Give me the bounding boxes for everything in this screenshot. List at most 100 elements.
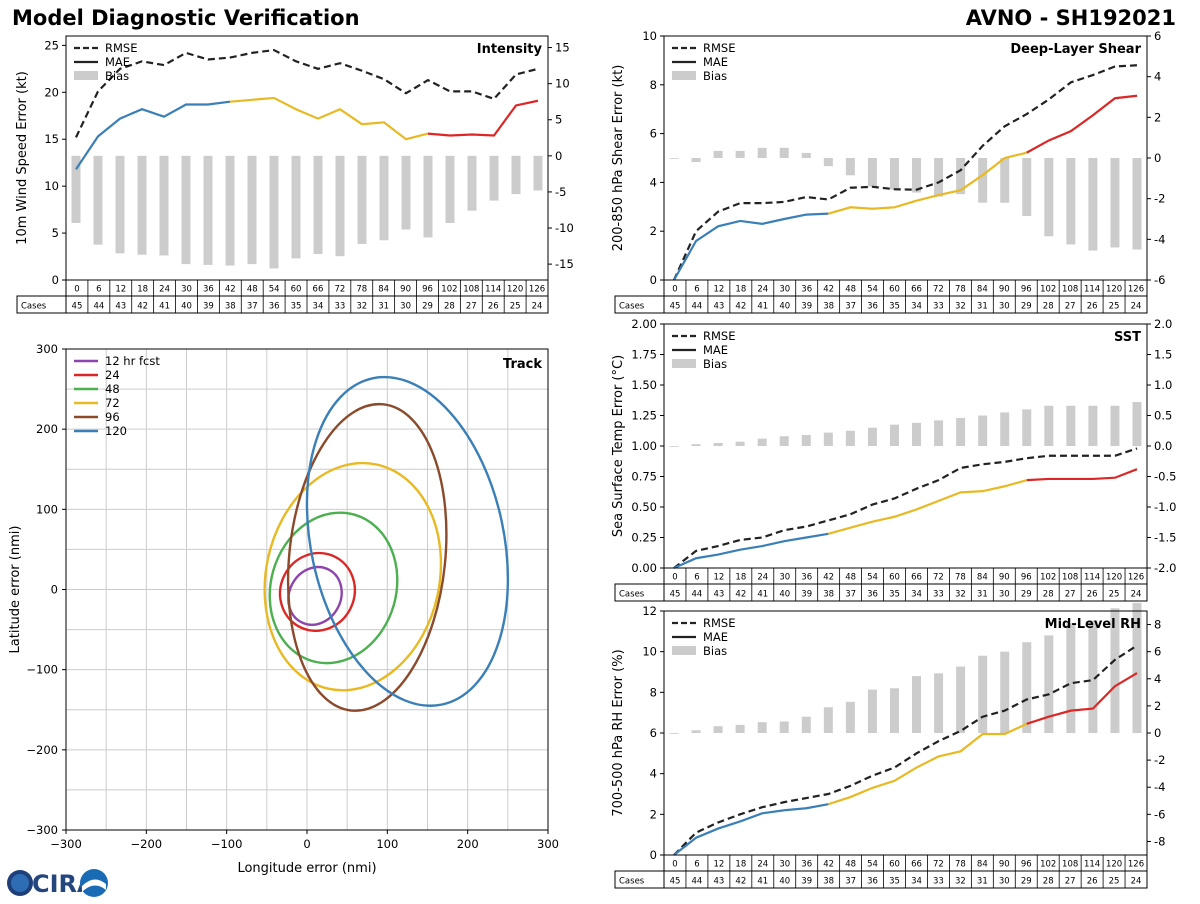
sst-bias-bar: [802, 435, 811, 446]
shear-hour-cell: 96: [1021, 285, 1032, 295]
legend-bias-swatch: [672, 71, 696, 80]
intensity-y2tick-label: 5: [555, 113, 562, 127]
intensity-y2tick-label: 15: [555, 41, 570, 55]
intensity-hour-cell: 0: [74, 285, 79, 295]
track-legend-label: 72: [105, 396, 120, 410]
rh-cases-cell: 45: [670, 877, 681, 887]
shear-bias-bar: [978, 158, 987, 203]
intensity-hour-cell: 12: [115, 285, 126, 295]
rh-y2tick-label: -6: [1154, 807, 1165, 821]
intensity-cases-cell: 45: [72, 302, 83, 312]
rh-title: Mid-Level RH: [1045, 617, 1141, 632]
sst-cases-cell: 38: [823, 590, 834, 600]
sst-hour-cell: 102: [1040, 573, 1056, 583]
shear-y2tick-label: 0: [1154, 151, 1161, 165]
sst-cases-cell: 44: [692, 590, 703, 600]
sst-bias-bar: [1000, 412, 1009, 446]
rh-hour-cell: 42: [823, 860, 834, 870]
sst-hour-cell: 66: [911, 573, 922, 583]
sst-bias-bar: [978, 416, 987, 447]
track-legend-label: 120: [105, 424, 127, 438]
rh-hour-cell: 66: [911, 860, 922, 870]
rh-cases-cell: 28: [1043, 877, 1054, 887]
intensity-hour-cell: 84: [378, 285, 389, 295]
intensity-hour-cell: 102: [441, 285, 457, 295]
track-legend-label: 12 hr fcst: [105, 354, 160, 368]
sst-hour-cell: 42: [823, 573, 834, 583]
shear-cases-cell: 30: [999, 302, 1010, 312]
shear-cases-cell: 41: [757, 302, 768, 312]
intensity-hour-cell: 90: [400, 285, 411, 295]
shear-cases-label: Cases: [619, 302, 645, 312]
shear-cases-cell: 38: [823, 302, 834, 312]
intensity-cases-cell: 36: [269, 302, 280, 312]
sst-y2tick-label: 0.0: [1154, 439, 1172, 453]
intensity-bias-bar: [358, 156, 367, 244]
intensity-title: Intensity: [477, 42, 543, 57]
track-xtick-label: 0: [303, 837, 310, 851]
intensity-cases-cell: 33: [334, 302, 345, 312]
legend-rmse-label: RMSE: [703, 41, 735, 55]
intensity-ylabel: 10m Wind Speed Error (kt): [15, 71, 30, 245]
shear-hour-cell: 48: [845, 285, 856, 295]
intensity-bias-bar: [314, 156, 323, 254]
rh-ytick-label: 4: [650, 767, 657, 781]
rh-y2tick-label: -2: [1154, 753, 1165, 767]
shear-bias-bar: [1110, 158, 1119, 247]
rh-bias-bar: [978, 656, 987, 733]
shear-cases-cell: 32: [955, 302, 966, 312]
rh-hour-cell: 6: [694, 860, 699, 870]
rh-ytick-label: 8: [650, 685, 657, 699]
sst-cases-cell: 36: [867, 590, 878, 600]
rh-hour-cell: 18: [735, 860, 746, 870]
track-legend-label: 48: [105, 382, 120, 396]
shear-cases-cell: 42: [735, 302, 746, 312]
shear-hour-cell: 0: [672, 285, 677, 295]
shear-bias-bar: [736, 151, 745, 158]
rh-hour-cell: 84: [977, 860, 988, 870]
track-xtick-label: 300: [537, 837, 559, 851]
shear-cases-cell: 34: [911, 302, 922, 312]
legend-rmse-label: RMSE: [105, 41, 137, 55]
intensity-bias-bar: [336, 156, 345, 256]
rh-bias-bar: [780, 721, 789, 733]
intensity-hour-cell: 66: [313, 285, 324, 295]
rh-bias-bar: [714, 726, 723, 733]
shear-cases-cell: 45: [670, 302, 681, 312]
sst-hour-cell: 72: [933, 573, 944, 583]
sst-hour-cell: 30: [779, 573, 790, 583]
shear-cases-cell: 35: [889, 302, 900, 312]
intensity-ytick-label: 20: [44, 85, 59, 99]
legend-bias-label: Bias: [105, 69, 129, 83]
shear-y2tick-label: -6: [1154, 273, 1165, 287]
legend-bias-label: Bias: [703, 357, 727, 371]
intensity-cases-cell: 34: [313, 302, 324, 312]
shear-bias-bar: [692, 158, 701, 162]
intensity-bias-bar: [490, 156, 499, 201]
shear-bias-bar: [714, 151, 723, 158]
intensity-cases-cell: 29: [422, 302, 433, 312]
sst-bias-bar: [670, 446, 679, 447]
intensity-cases-cell: 38: [225, 302, 236, 312]
shear-cases-cell: 26: [1087, 302, 1098, 312]
rh-hour-cell: 78: [955, 860, 966, 870]
rh-bias-bar: [1000, 652, 1009, 733]
shear-hour-cell: 12: [713, 285, 724, 295]
rh-y2tick-label: 8: [1154, 618, 1161, 632]
sst-cases-cell: 31: [977, 590, 988, 600]
sst-bias-bar: [824, 433, 833, 446]
legend-mae-label: MAE: [703, 630, 728, 644]
intensity-bias-bar: [446, 156, 455, 223]
rh-hour-cell: 12: [713, 860, 724, 870]
intensity-hour-cell: 36: [203, 285, 214, 295]
shear-hour-cell: 30: [779, 285, 790, 295]
shear-cases-cell: 27: [1065, 302, 1076, 312]
sst-bias-bar: [934, 420, 943, 446]
intensity-bias-bar: [204, 156, 213, 265]
sst-hour-cell: 48: [845, 573, 856, 583]
rh-hour-cell: 24: [757, 860, 768, 870]
shear-hour-cell: 36: [801, 285, 812, 295]
sst-cases-cell: 35: [889, 590, 900, 600]
track-legend-label: 96: [105, 410, 120, 424]
